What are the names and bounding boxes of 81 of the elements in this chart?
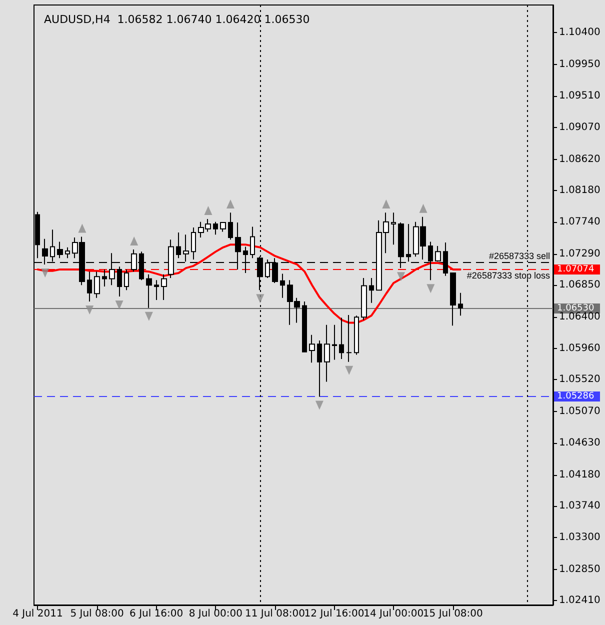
y-tick-label: 1.07290 [559,248,600,260]
candlestick [213,221,218,236]
candlestick [146,274,152,308]
x-tick-label: 8 Jul 00:00 [188,608,242,620]
point [256,294,264,304]
text: AUDUSD,H4 1.06582 1.06740 1.06420 1.06530 [44,13,310,26]
x-tick-label: 6 Jul 16:00 [130,608,184,620]
x-tick-label: 14 Jul 00:00 [364,608,424,620]
annotation: #26587333 stop loss [466,270,550,281]
point [78,224,86,233]
point [226,200,234,209]
ref-line-label: 1.06530 [557,304,594,314]
y-tick-label: 1.10400 [559,27,600,38]
candlestick [391,212,396,246]
candlestick [228,212,233,240]
x-tick-label: 15 Jul 08:00 [422,608,483,620]
y-tick-label: 1.03740 [559,500,600,512]
candlestick [339,317,344,360]
candlestick [161,274,167,301]
point [345,366,354,375]
y-tick-label: 1.04180 [559,469,600,480]
candlestick [406,223,411,262]
y-tick-label: 1.08620 [559,154,600,165]
candlestick [354,315,359,356]
y-tick-label: 1.05960 [559,342,600,354]
candlestick [65,246,70,259]
candlestick [154,280,159,301]
candlestick [250,226,255,259]
candlestick [94,271,100,298]
y-tick-label: 1.02410 [559,595,600,606]
candlestick [42,238,48,265]
candlestick [183,234,189,262]
candlestick [302,300,307,352]
point [204,206,212,215]
candlestick [361,277,367,320]
point [419,204,428,213]
candlestick [309,334,315,364]
ref-line-label: #26587333 sell [488,251,550,261]
candlestick [220,222,226,232]
candlestick [332,324,337,360]
candlestick [458,292,463,316]
candlestick [324,324,330,382]
y-tick-label: 1.09950 [559,59,600,70]
y-tick-label: 1.04630 [559,437,600,448]
y-tick-label: 1.06850 [559,280,600,291]
x-tick-label: 4 Jul 2011 [12,608,63,620]
point [426,284,435,294]
candlestick [191,227,196,260]
y-tick-label: 1.03300 [559,532,600,543]
ref-line-label: 1.05286 [557,392,594,402]
x-tick-label: 12 Jul 16:00 [304,608,364,620]
candlestick [346,314,352,362]
x-tick-label: 5 Jul 08:00 [70,608,124,620]
candlestick [317,340,322,398]
y-tick-label: 1.09510 [559,90,600,102]
y-tick-label: 1.06400 [559,312,600,323]
candlestick [124,268,129,291]
point [41,268,50,278]
ref-line-label: 1.07074 [557,264,594,274]
y-tick-label: 1.05520 [559,374,600,386]
candlestick [176,232,181,259]
point [144,312,153,321]
y-tick-label: 1.08180 [559,185,600,196]
candlestick [369,277,374,304]
point [397,272,406,282]
candlestick [450,272,456,326]
candlestick [280,273,285,298]
y-tick-label: 1.07740 [559,216,600,228]
point [86,305,94,314]
candlestick [102,268,107,288]
point [382,200,390,209]
point [115,300,124,310]
candlestick [87,271,92,302]
y-tick-label: 1.05070 [559,406,600,418]
point [130,236,138,246]
y-tick-label: 1.09070 [559,122,600,133]
x-tick-label: 11 Jul 08:00 [244,608,305,620]
candlestick [57,241,63,259]
candlestick [117,266,122,297]
point [315,400,324,410]
y-tick-label: 1.02850 [559,564,600,575]
